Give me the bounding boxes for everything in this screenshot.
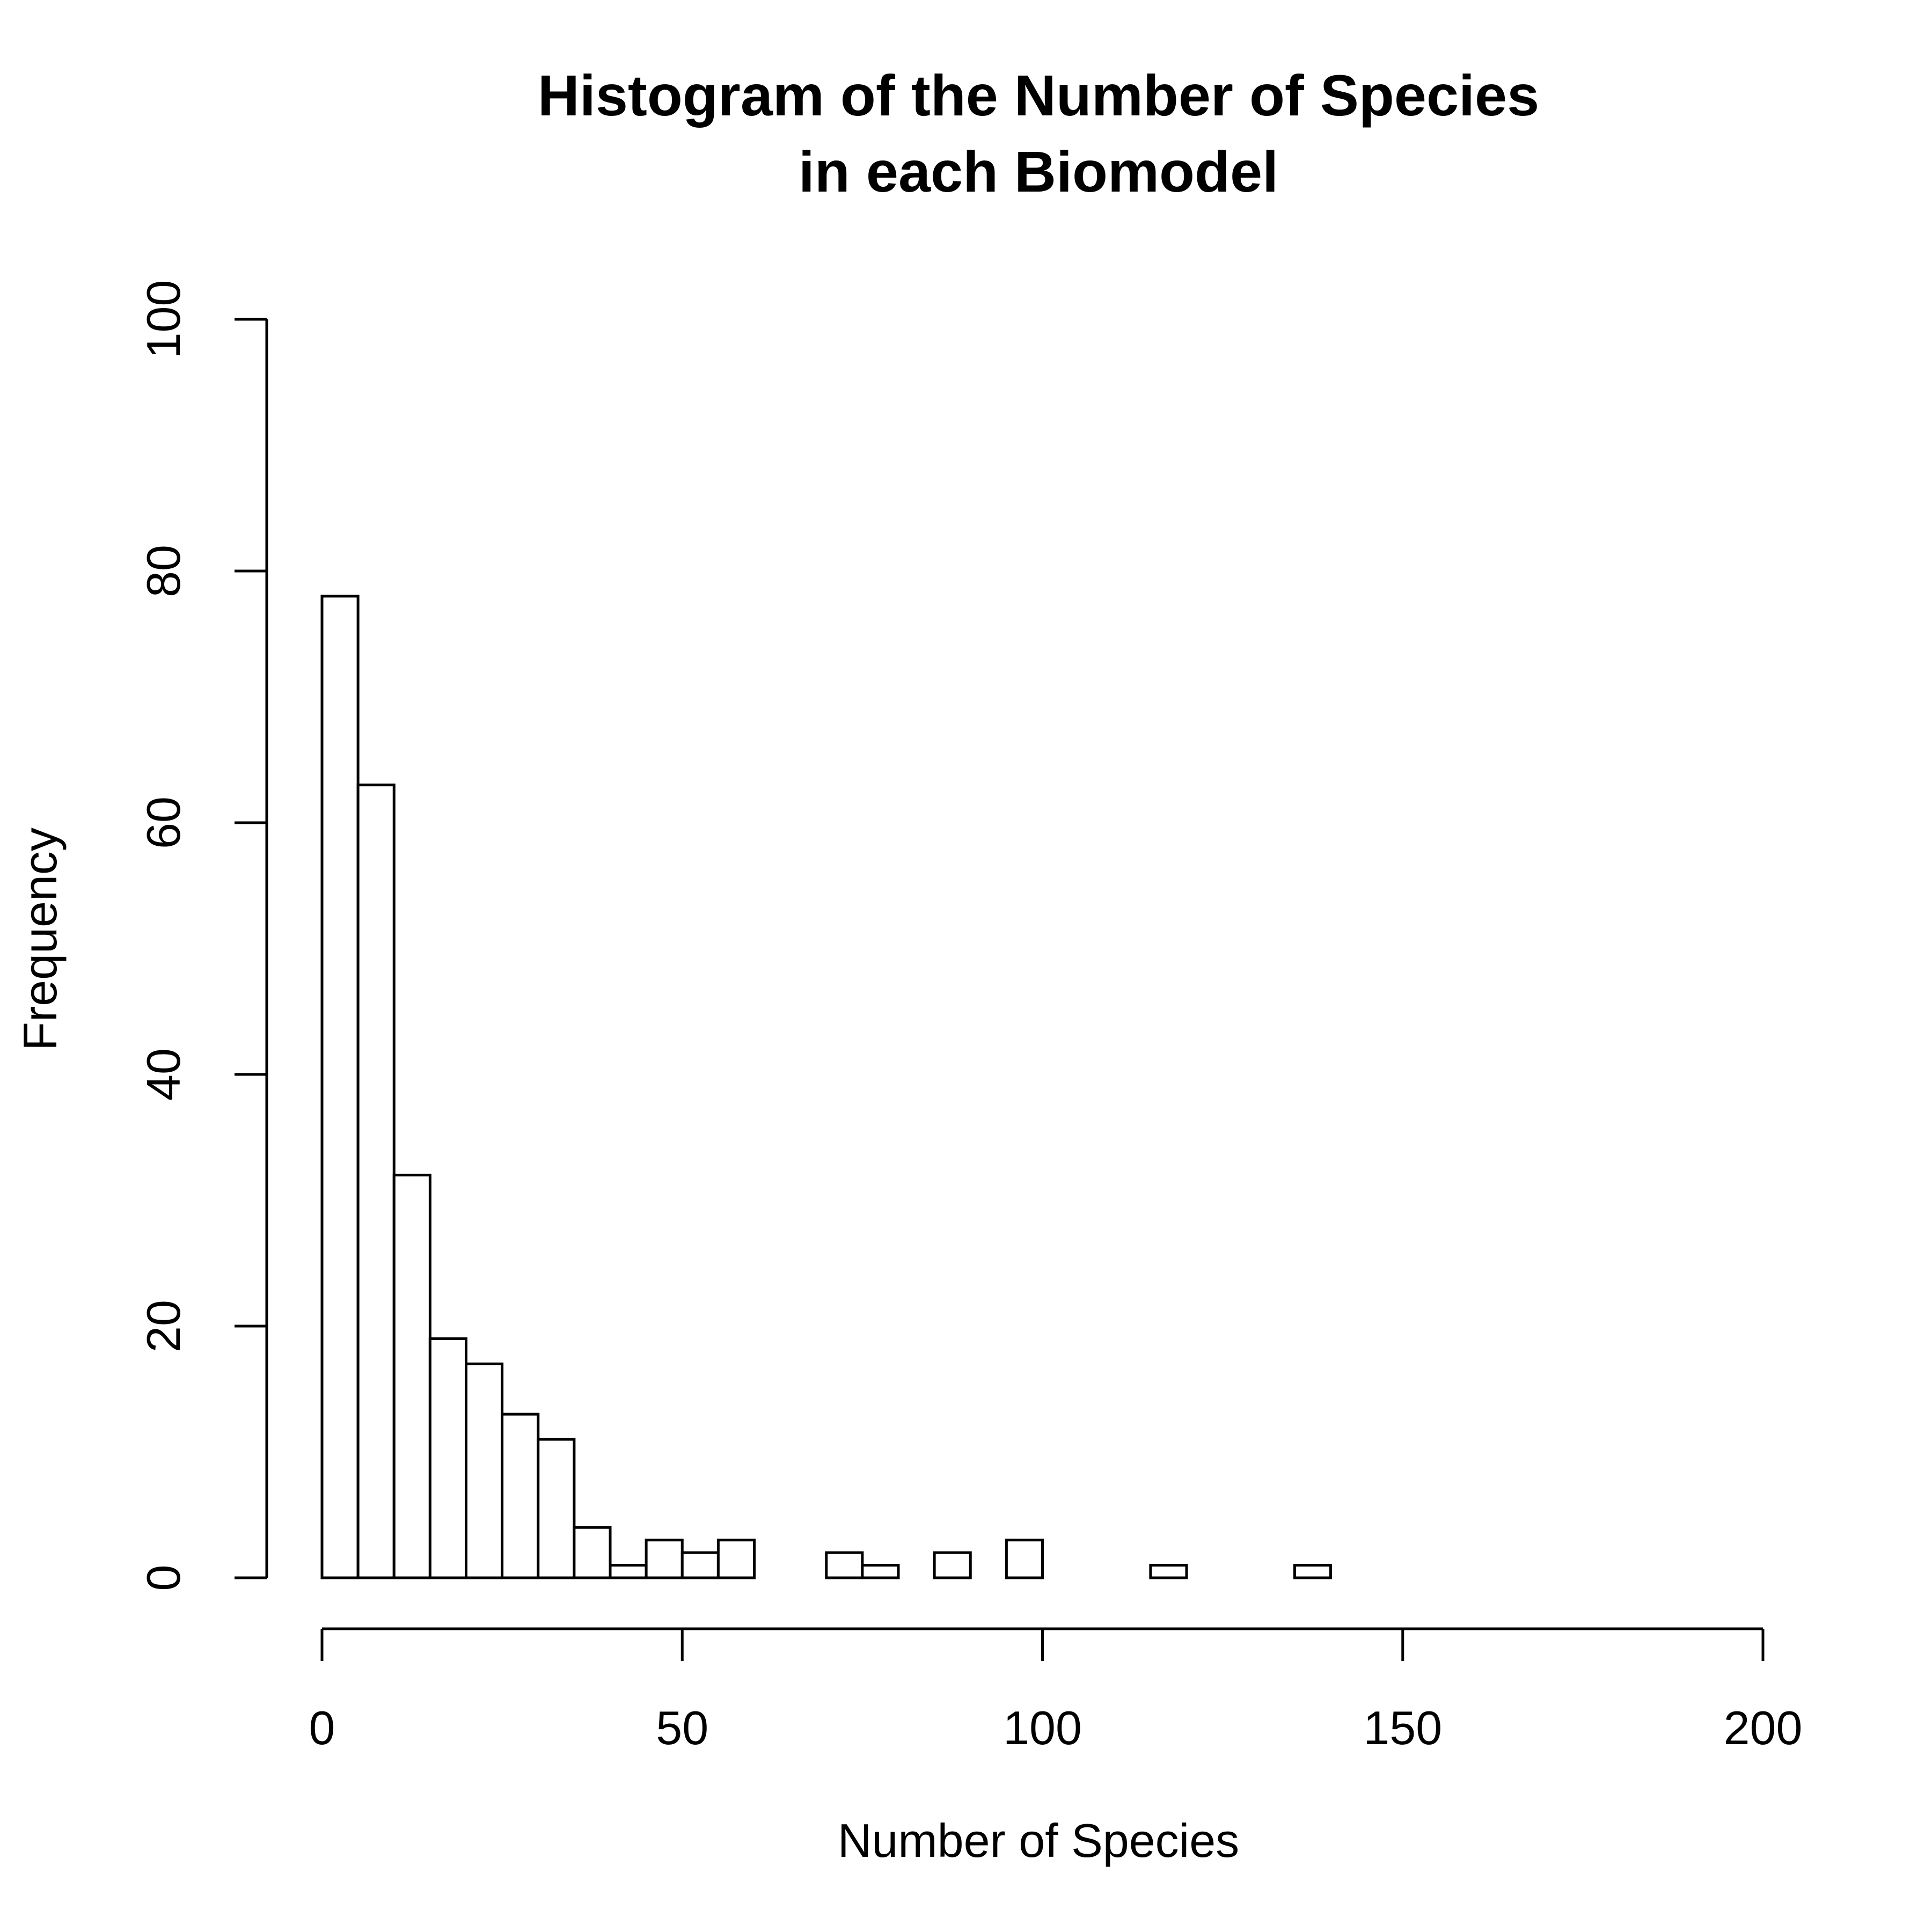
histogram-bar [1293, 1564, 1332, 1579]
y-tick-label: 100 [137, 280, 190, 359]
chart-title-line-1: Histogram of the Number of Species [538, 63, 1539, 128]
histogram-bar [933, 1551, 972, 1579]
histogram-bar [716, 1539, 756, 1579]
y-tick-label: 0 [137, 1565, 190, 1591]
x-tick-label: 100 [1003, 1701, 1082, 1754]
histogram-bar [1149, 1564, 1188, 1579]
histogram-bar [537, 1438, 576, 1579]
x-tick-label: 150 [1363, 1701, 1442, 1754]
histogram-bars [320, 595, 1332, 1579]
x-axis: 0 50 100 150 200 [309, 1627, 1803, 1754]
histogram-bar [861, 1564, 900, 1579]
histogram-bar [680, 1551, 720, 1579]
histogram-bar [825, 1551, 864, 1579]
histogram-bar [1005, 1539, 1044, 1579]
y-tick-label: 20 [137, 1300, 190, 1352]
y-tick-label: 80 [137, 545, 190, 597]
histogram-bar [609, 1564, 648, 1579]
histogram-bar [356, 784, 396, 1579]
histogram-bar [573, 1526, 612, 1579]
x-axis-label: Number of Species [838, 1814, 1239, 1867]
histogram-bar [501, 1413, 540, 1579]
y-tick-label: 60 [137, 796, 190, 849]
y-tick-label: 40 [137, 1048, 190, 1101]
histogram-bar [392, 1174, 431, 1579]
x-tick-label: 200 [1724, 1701, 1803, 1754]
y-axis: 0 20 40 60 80 100 [137, 280, 268, 1591]
x-tick-label: 0 [309, 1701, 335, 1754]
chart-title-line-2: in each Biomodel [799, 139, 1278, 204]
histogram-bar [465, 1362, 504, 1579]
histogram-bar [320, 595, 360, 1579]
y-axis-label: Frequency [13, 828, 67, 1051]
histogram-bar [645, 1539, 684, 1579]
histogram-bar [428, 1337, 467, 1579]
x-tick-label: 50 [656, 1701, 708, 1754]
